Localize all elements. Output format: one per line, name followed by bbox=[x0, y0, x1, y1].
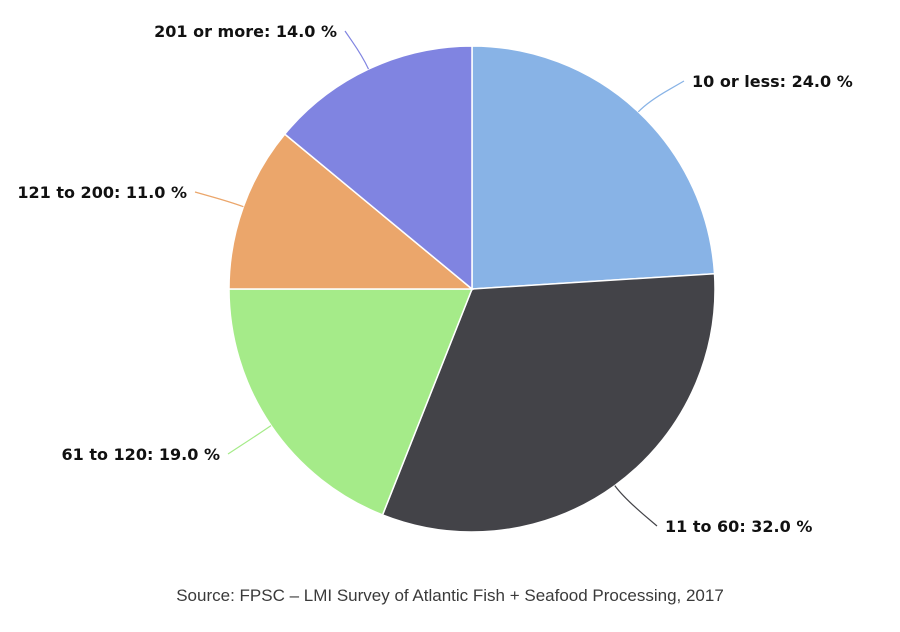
connector-61-to-120 bbox=[227, 425, 272, 455]
source-note: Source: FPSC – LMI Survey of Atlantic Fi… bbox=[176, 586, 724, 605]
data-label-11-to-60: 11 to 60: 32.0 % bbox=[665, 517, 812, 536]
pie-chart: 10 or less: 24.0 % 11 to 60: 32.0 % 61 to … bbox=[17, 22, 852, 536]
data-label-201-or-more: 201 or more: 14.0 % bbox=[154, 22, 337, 41]
label-connectors bbox=[194, 30, 685, 527]
data-label-121-to-200: 121 to 200: 11.0 % bbox=[17, 183, 187, 202]
connector-10-or-less bbox=[637, 80, 685, 113]
pie-slice-201-or-more[interactable] bbox=[283, 45, 473, 291]
pie-slices bbox=[228, 45, 716, 533]
pie-slice-121-to-200[interactable] bbox=[228, 133, 475, 290]
connector-11-to-60 bbox=[614, 485, 658, 527]
data-label-61-to-120: 61 to 120: 19.0 % bbox=[62, 445, 221, 464]
pie-slice-61-to-120[interactable] bbox=[228, 288, 474, 516]
data-label-10-or-less: 10 or less: 24.0 % bbox=[692, 72, 853, 91]
connector-121-to-200 bbox=[194, 191, 244, 208]
data-labels: 10 or less: 24.0 % 11 to 60: 32.0 % 61 to … bbox=[17, 22, 852, 536]
connector-201-or-more bbox=[344, 30, 370, 70]
pie-slice-10-or-less[interactable] bbox=[471, 45, 716, 290]
